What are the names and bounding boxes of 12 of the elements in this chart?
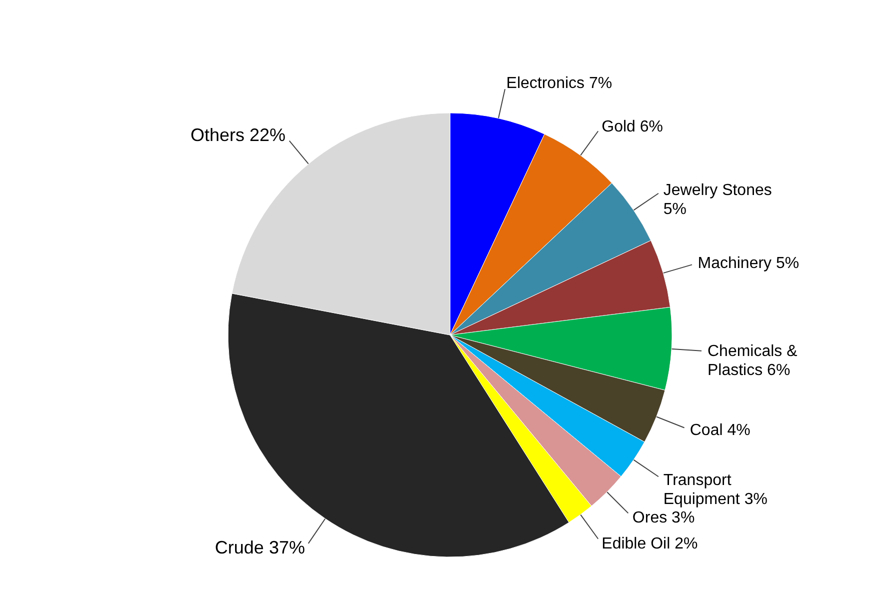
slice-label: Jewelry Stones (663, 182, 772, 199)
slice-label: Others 22% (190, 125, 286, 146)
slice-label: Ores 3% (632, 509, 695, 526)
data-label: 5% (663, 200, 687, 218)
slice-label: Chemicals & Plastics 6% (707, 343, 798, 380)
slice-label: Coal 4% (690, 422, 750, 439)
slice-label: Gold 6% (602, 118, 664, 136)
slice-label: Edible Oil 2% (602, 536, 698, 553)
slice-label: Transport Equipment 3% (663, 472, 768, 508)
slice-label: Machinery 5% (698, 255, 800, 272)
slice-label: Electronics 7% (506, 75, 612, 92)
slice-label: Crude 37% (214, 537, 305, 558)
